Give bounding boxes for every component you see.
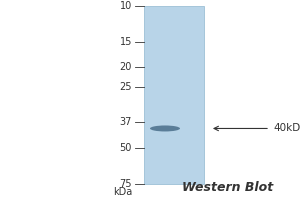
Text: 37: 37 xyxy=(120,117,132,127)
Text: kDa: kDa xyxy=(113,187,132,197)
Text: Western Blot: Western Blot xyxy=(182,181,274,194)
Text: 15: 15 xyxy=(120,37,132,47)
Text: 40kDa: 40kDa xyxy=(273,123,300,133)
Text: 25: 25 xyxy=(119,82,132,92)
Text: 10: 10 xyxy=(120,1,132,11)
Ellipse shape xyxy=(150,125,180,131)
Text: 75: 75 xyxy=(119,179,132,189)
Text: 50: 50 xyxy=(120,143,132,153)
Text: 20: 20 xyxy=(120,62,132,72)
